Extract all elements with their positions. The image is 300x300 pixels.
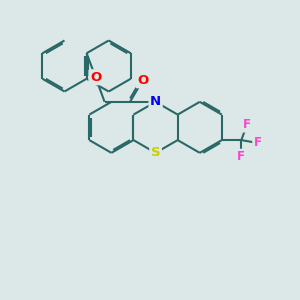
- Text: F: F: [237, 150, 245, 163]
- Text: N: N: [150, 95, 161, 108]
- Text: F: F: [243, 118, 251, 131]
- Text: S: S: [151, 146, 160, 159]
- Text: O: O: [90, 71, 101, 84]
- Text: O: O: [137, 74, 148, 87]
- Text: F: F: [254, 136, 262, 149]
